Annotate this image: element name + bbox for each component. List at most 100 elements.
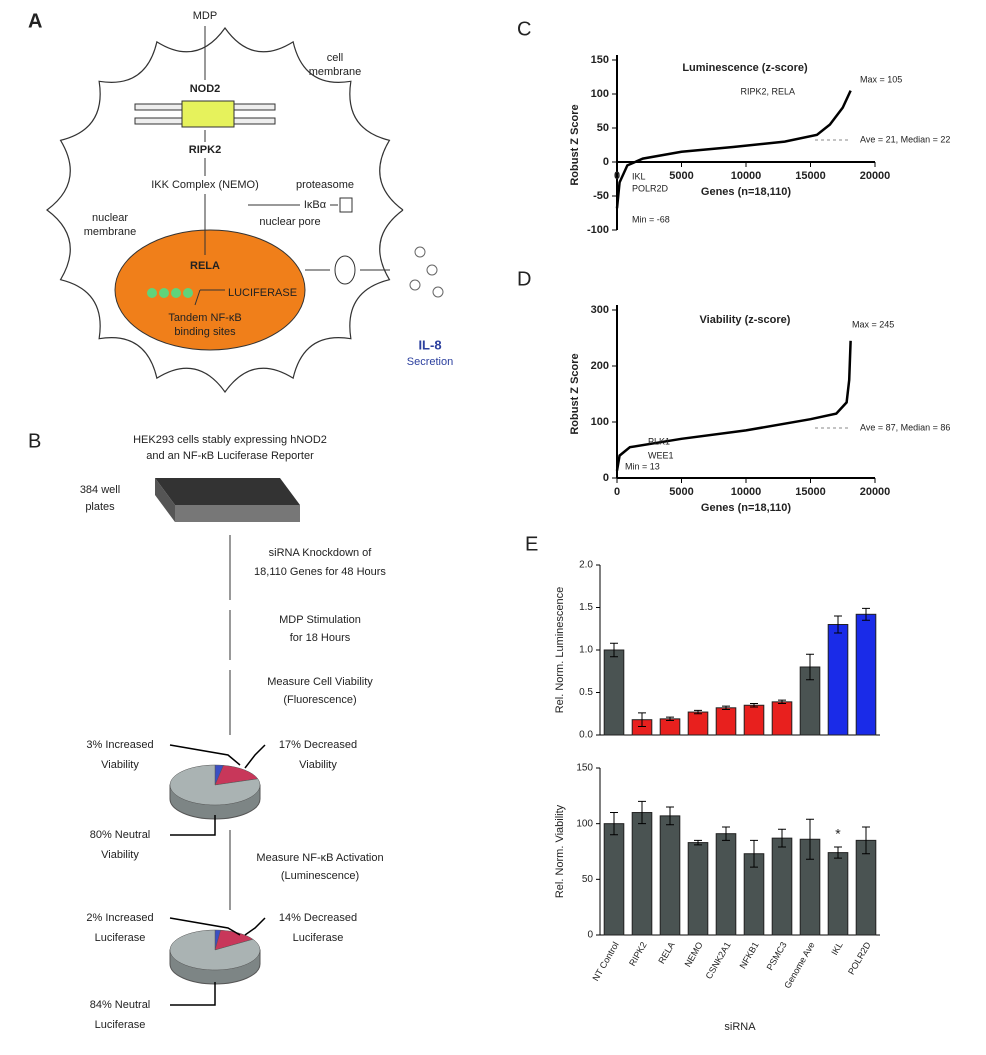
x-tick-label: 15000 bbox=[795, 170, 826, 182]
x-tick-label: 5000 bbox=[669, 170, 693, 182]
x-tick-label: RIPK2 bbox=[627, 940, 649, 968]
leader bbox=[170, 815, 216, 836]
panel-label: E bbox=[525, 533, 538, 555]
bar bbox=[715, 707, 737, 736]
annotation: Ave = 87, Median = 86 bbox=[860, 422, 950, 432]
chart-title: Viability (z-score) bbox=[700, 314, 791, 326]
label: cell bbox=[327, 52, 344, 64]
y-tick-label: 0 bbox=[603, 156, 609, 168]
y-tick-label: 0.5 bbox=[579, 687, 593, 698]
label: nuclear bbox=[92, 212, 128, 224]
error-bar bbox=[722, 705, 730, 710]
y-tick-label: 100 bbox=[576, 818, 593, 829]
label: RELA bbox=[190, 260, 220, 272]
y-tick-label: 50 bbox=[597, 122, 609, 134]
panel-label: B bbox=[28, 430, 41, 452]
bar bbox=[743, 704, 765, 736]
x-tick-label: 5000 bbox=[669, 486, 693, 498]
annotation: * bbox=[835, 826, 841, 842]
x-tick-label: 0 bbox=[614, 486, 620, 498]
pore-icon bbox=[334, 255, 356, 285]
pie-label: Luciferase bbox=[95, 1019, 146, 1031]
bar bbox=[687, 711, 709, 736]
label: nuclear pore bbox=[259, 216, 320, 228]
label: NOD2 bbox=[190, 83, 221, 95]
error-bar bbox=[862, 826, 870, 855]
label: Measure Cell Viability bbox=[267, 676, 373, 688]
bar bbox=[771, 701, 793, 736]
error-bar bbox=[610, 642, 618, 658]
label: siRNA Knockdown of bbox=[269, 547, 373, 559]
pie-slice bbox=[169, 764, 261, 806]
label: Secretion bbox=[407, 356, 453, 368]
x-axis-label: Genes (n=18,110) bbox=[701, 186, 792, 198]
proteasome-icon bbox=[339, 197, 353, 213]
label: MDP Stimulation bbox=[279, 614, 361, 626]
data-line bbox=[615, 340, 852, 471]
error-bar bbox=[638, 712, 646, 727]
x-tick-label: 20000 bbox=[860, 486, 891, 498]
pie-label: 17% Decreased bbox=[279, 739, 357, 751]
leader bbox=[244, 917, 266, 936]
y-tick-label: 150 bbox=[576, 763, 593, 774]
x-axis-label: Genes (n=18,110) bbox=[701, 502, 792, 514]
leader bbox=[169, 744, 241, 766]
annotation: Min = 13 bbox=[625, 461, 660, 471]
annotation: Max = 105 bbox=[860, 74, 902, 84]
error-bar bbox=[806, 818, 814, 860]
pie-label: Viability bbox=[299, 759, 337, 771]
x-tick-label: NFKB1 bbox=[738, 940, 761, 970]
label: Tandem NF-κB bbox=[168, 312, 241, 324]
label: IL-8 bbox=[418, 337, 441, 352]
pie-label: Luciferase bbox=[293, 932, 344, 944]
error-bar bbox=[834, 846, 842, 859]
arrows bbox=[194, 26, 390, 306]
annotation: PLK1 bbox=[648, 436, 670, 446]
annotation: Max = 245 bbox=[852, 319, 894, 329]
label: LUCIFERASE bbox=[228, 287, 297, 299]
y-tick-label: 2.0 bbox=[579, 560, 593, 571]
y-tick-label: 100 bbox=[591, 416, 609, 428]
bar bbox=[771, 837, 793, 936]
pie-label: 80% Neutral bbox=[90, 829, 151, 841]
annotation: IKL bbox=[632, 171, 646, 181]
label: (Luminescence) bbox=[281, 870, 359, 882]
x-tick-label: 10000 bbox=[731, 170, 762, 182]
label: membrane bbox=[309, 66, 362, 78]
panel-label: D bbox=[517, 268, 531, 290]
leader bbox=[169, 917, 241, 936]
x-tick-label: NT Control bbox=[590, 940, 620, 983]
error-bar bbox=[806, 653, 814, 681]
label: MDP bbox=[193, 10, 217, 22]
error-bar bbox=[750, 703, 758, 708]
label: IKK Complex (NEMO) bbox=[151, 179, 259, 191]
leader bbox=[244, 744, 266, 769]
bar bbox=[631, 812, 653, 936]
pie-label: 14% Decreased bbox=[279, 912, 357, 924]
y-tick-label: 50 bbox=[582, 874, 594, 885]
label: and an NF-κB Luciferase Reporter bbox=[146, 450, 314, 462]
y-tick-label: 200 bbox=[591, 360, 609, 372]
label: IκBα bbox=[304, 199, 327, 211]
y-axis-label: Robust Z Score bbox=[569, 104, 581, 185]
bar bbox=[827, 624, 849, 736]
panel-label: A bbox=[28, 10, 42, 32]
pie-label: 84% Neutral bbox=[90, 999, 151, 1011]
bar bbox=[659, 815, 681, 936]
label: for 18 Hours bbox=[290, 632, 351, 644]
y-tick-label: 150 bbox=[591, 54, 609, 66]
x-tick-label: Genome Ave bbox=[782, 940, 817, 990]
bar bbox=[855, 839, 877, 936]
pie-slice bbox=[169, 929, 261, 971]
error-bar bbox=[722, 826, 730, 841]
error-bar bbox=[778, 699, 786, 705]
error-bar bbox=[610, 812, 618, 836]
error-bar bbox=[666, 716, 674, 722]
nod2-box bbox=[181, 100, 235, 128]
pie-label: Viability bbox=[101, 759, 139, 771]
error-bar bbox=[778, 828, 786, 848]
y-tick-label: 0.0 bbox=[579, 730, 593, 741]
y-tick-label: 1.0 bbox=[579, 645, 593, 656]
plate bbox=[155, 478, 300, 505]
